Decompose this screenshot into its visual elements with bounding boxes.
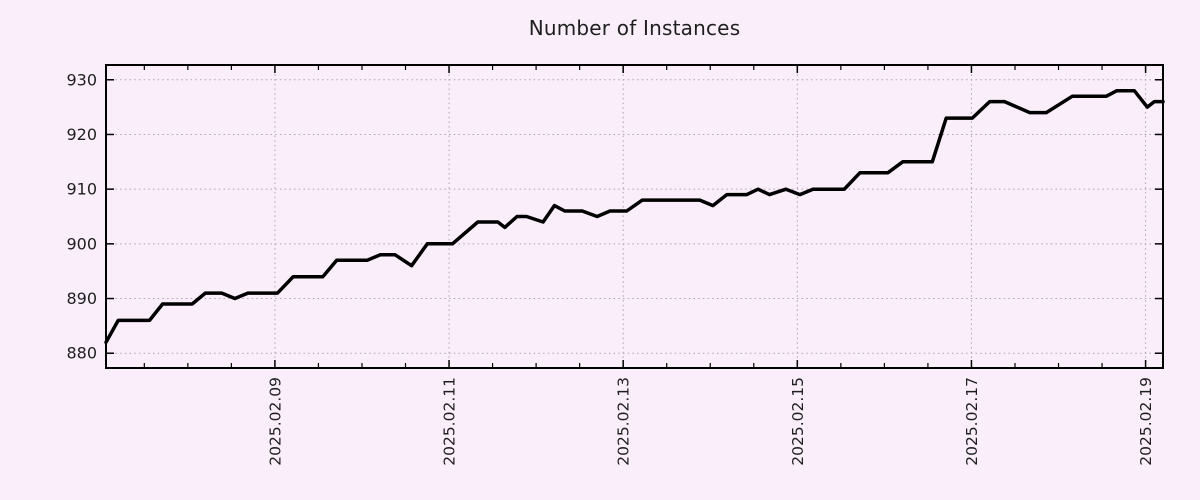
y-tick-label: 890	[66, 289, 97, 308]
y-tick-label: 910	[66, 180, 97, 199]
y-tick-label: 900	[66, 234, 97, 253]
x-tick-label: 2025.02.11	[441, 377, 459, 466]
x-tick-label: 2025.02.15	[789, 377, 807, 466]
chart-title: Number of Instances	[528, 16, 741, 40]
plot-border	[105, 64, 1164, 369]
y-tick-label: 930	[66, 70, 97, 89]
x-tick-label: 2025.02.17	[963, 377, 981, 466]
x-tick-label: 2025.02.19	[1137, 377, 1155, 466]
y-tick-label: 880	[66, 344, 97, 363]
data-line-instances	[104, 88, 1165, 345]
x-tick-label: 2025.02.09	[266, 377, 284, 466]
x-tick-label: 2025.02.13	[615, 377, 633, 466]
y-tick-label: 920	[66, 125, 97, 144]
